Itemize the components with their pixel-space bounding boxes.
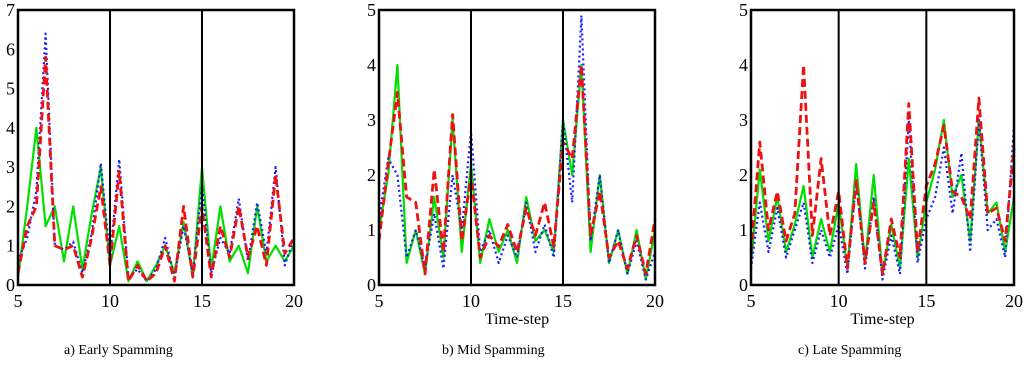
x-tick-label: 5 — [375, 291, 384, 311]
y-tick-label: 5 — [739, 0, 748, 20]
y-tick-label: 6 — [6, 39, 15, 59]
x-tick-label: 10 — [830, 291, 848, 311]
series-line-dashed — [749, 63, 1016, 276]
x-tick-label: 5 — [14, 291, 23, 311]
series-line-dotted — [749, 118, 1016, 281]
x-tick-label: 10 — [462, 291, 480, 311]
x-tick-label: 20 — [285, 291, 303, 311]
y-tick-label: 3 — [367, 110, 376, 130]
caption-mid-spamming: b) Mid Spamming — [442, 343, 545, 358]
x-tick-label: 15 — [193, 291, 211, 311]
y-tick-label: 3 — [739, 110, 748, 130]
plot-frame — [16, 8, 296, 287]
caption-late-spamming: c) Late Spamming — [798, 343, 902, 358]
caption-early-spamming: a) Early Spamming — [64, 343, 173, 358]
y-tick-label: 1 — [367, 220, 376, 240]
x-tick-label: 5 — [747, 291, 756, 311]
y-tick-label: 1 — [739, 220, 748, 240]
y-tick-label: 0 — [367, 275, 376, 295]
x-axis-label: Time-step — [850, 311, 914, 328]
y-tick-label: 5 — [6, 79, 15, 99]
x-tick-label: 20 — [1005, 291, 1023, 311]
chart-panel-early: 0 1 2 3 4 5 6 7 5 10 15 20 — [6, 0, 303, 311]
series-line-dashed — [377, 63, 657, 276]
y-tick-label: 5 — [367, 0, 376, 20]
chart-panel-mid: 0 1 2 3 4 5 5 10 15 20 Time-step — [367, 0, 664, 328]
y-tick-label: 1 — [6, 236, 15, 256]
y-tick-label: 4 — [739, 55, 748, 75]
y-tick-label: 3 — [6, 157, 15, 177]
series-line-dashed — [16, 55, 296, 283]
y-tick-label: 4 — [367, 55, 376, 75]
chart-panel-late: 0 1 2 3 4 5 5 10 15 20 Time-step — [739, 0, 1023, 328]
plot-frame — [749, 8, 1016, 287]
y-tick-label: 0 — [739, 275, 748, 295]
y-tick-label: 2 — [739, 165, 748, 185]
x-tick-label: 10 — [101, 291, 119, 311]
series-line-solid — [16, 126, 295, 283]
y-tick-label: 4 — [6, 118, 15, 138]
y-tick-label: 0 — [6, 275, 15, 295]
x-axis-label: Time-step — [485, 311, 549, 328]
y-tick-label: 2 — [367, 165, 376, 185]
x-tick-label: 20 — [646, 291, 664, 311]
plot-frame — [377, 8, 657, 287]
x-tick-label: 15 — [554, 291, 572, 311]
x-tick-label: 15 — [917, 291, 935, 311]
y-tick-label: 7 — [6, 0, 15, 20]
y-tick-label: 2 — [6, 196, 15, 216]
